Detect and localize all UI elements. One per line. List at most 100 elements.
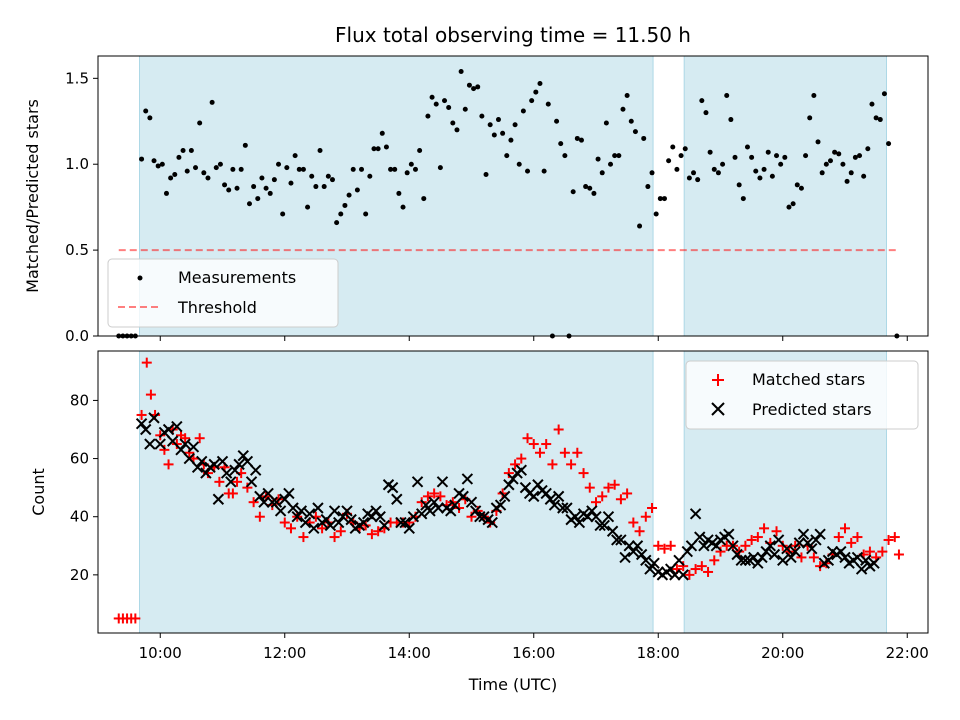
predicted-star-x-b xyxy=(266,496,279,508)
predicted-star-point xyxy=(851,551,864,564)
predicted-star-point xyxy=(793,537,806,549)
predicted-star-x-b xyxy=(494,499,507,511)
predicted-star-x-b xyxy=(179,438,191,450)
matched-star-point xyxy=(653,540,664,551)
predicted-star-x-b xyxy=(283,487,295,500)
predicted-star-point xyxy=(544,493,557,505)
measurement-point xyxy=(533,89,539,95)
matched-star-point xyxy=(136,409,147,420)
predicted-star-point xyxy=(781,542,793,555)
predicted-star-point xyxy=(611,534,623,546)
predicted-star-x-b xyxy=(140,423,152,436)
predicted-star-x-b xyxy=(801,537,814,549)
predicted-star-point xyxy=(191,461,204,473)
measurement-point xyxy=(396,190,402,196)
predicted-star-point xyxy=(407,511,420,523)
matched-star-point xyxy=(566,459,577,470)
predicted-star-point xyxy=(148,412,160,424)
predicted-star-x-b xyxy=(727,540,739,552)
measurement-point xyxy=(267,190,273,196)
predicted-star-x-b xyxy=(723,528,735,540)
top-legend: Measurements Threshold xyxy=(107,258,339,328)
predicted-star-point xyxy=(465,496,478,508)
measurement-point xyxy=(649,170,655,176)
measurement-point xyxy=(412,166,418,172)
predicted-star-point xyxy=(735,554,747,567)
bottom-y-axis-label: Count xyxy=(29,468,48,516)
predicted-star-point xyxy=(283,487,295,500)
predicted-star-point xyxy=(689,508,702,520)
predicted-star-point xyxy=(420,499,432,511)
predicted-star-x-b xyxy=(822,554,835,567)
predicted-star-x-b xyxy=(806,542,818,555)
predicted-star-point xyxy=(627,545,640,558)
predicted-star-point xyxy=(208,458,220,471)
x-tick-label: 12:00 xyxy=(263,644,306,662)
predicted-star-point xyxy=(449,499,461,511)
x-tick-label: 18:00 xyxy=(637,644,680,662)
predicted-star-x-b xyxy=(391,493,403,505)
predicted-star-point xyxy=(237,449,249,462)
measurement-point xyxy=(520,108,526,114)
matched-star-point xyxy=(715,546,726,557)
predicted-star-x-b xyxy=(855,563,868,575)
predicted-star-point xyxy=(623,540,635,552)
predicted-star-x-b xyxy=(270,496,283,508)
matched-star-point xyxy=(214,476,225,487)
predicted-star-x-b xyxy=(747,551,760,564)
matched-star-point xyxy=(232,476,243,487)
predicted-star-point xyxy=(839,551,851,564)
matched-star-point xyxy=(503,468,514,479)
measurement-point xyxy=(205,175,211,181)
predicted-star-point xyxy=(673,554,685,567)
measurement-point xyxy=(765,149,771,155)
measurement-point xyxy=(711,166,717,172)
measurement-point xyxy=(778,161,784,167)
matched-star-point xyxy=(684,569,695,580)
predicted-star-x-b xyxy=(851,551,864,564)
measurement-point xyxy=(296,166,302,172)
predicted-star-x-b xyxy=(449,499,461,511)
predicted-star-point xyxy=(768,548,781,561)
matched-star-point xyxy=(248,497,259,508)
measurement-point xyxy=(803,153,809,159)
predicted-star-x-b xyxy=(586,505,598,517)
predicted-star-x-b xyxy=(254,490,266,503)
predicted-star-point xyxy=(602,511,615,523)
predicted-star-point xyxy=(685,540,698,552)
predicted-star-x-b xyxy=(320,513,332,526)
measurement-point xyxy=(371,146,377,152)
predicted-star-x-b xyxy=(507,473,519,485)
measurement-point xyxy=(176,154,182,160)
predicted-star-point xyxy=(635,548,648,561)
predicted-star-point xyxy=(606,525,619,537)
predicted-star-point xyxy=(469,505,482,517)
predicted-star-x-b xyxy=(241,455,254,468)
matched-star-point xyxy=(553,424,564,435)
measurement-point xyxy=(740,196,746,202)
matched-star-point xyxy=(846,537,857,548)
measurement-point xyxy=(516,161,522,167)
measurement-point xyxy=(271,177,277,183)
measurement-point xyxy=(379,130,385,136)
predicted-star-point xyxy=(386,481,399,494)
measurement-point xyxy=(495,117,501,123)
predicted-star-point xyxy=(241,455,254,468)
legend-predicted-marker xyxy=(711,402,725,416)
predicted-star-point xyxy=(640,554,652,567)
predicted-star-x-b xyxy=(411,476,424,488)
predicted-star-point xyxy=(515,464,528,476)
predicted-star-x-b xyxy=(303,508,316,520)
measurement-point xyxy=(359,166,365,172)
matched-star-point xyxy=(603,482,614,493)
predicted-star-x-b xyxy=(370,505,382,517)
matched-star-point xyxy=(703,566,714,577)
matched-star-point xyxy=(335,526,346,537)
measurement-point xyxy=(259,175,265,181)
measurement-point xyxy=(139,156,145,162)
measurement-point xyxy=(848,170,854,176)
measurement-point xyxy=(163,190,169,196)
matched-star-point xyxy=(709,555,720,566)
bottom-legend: Matched stars Predicted stars xyxy=(685,360,919,430)
legend-measurements-marker xyxy=(137,275,143,281)
